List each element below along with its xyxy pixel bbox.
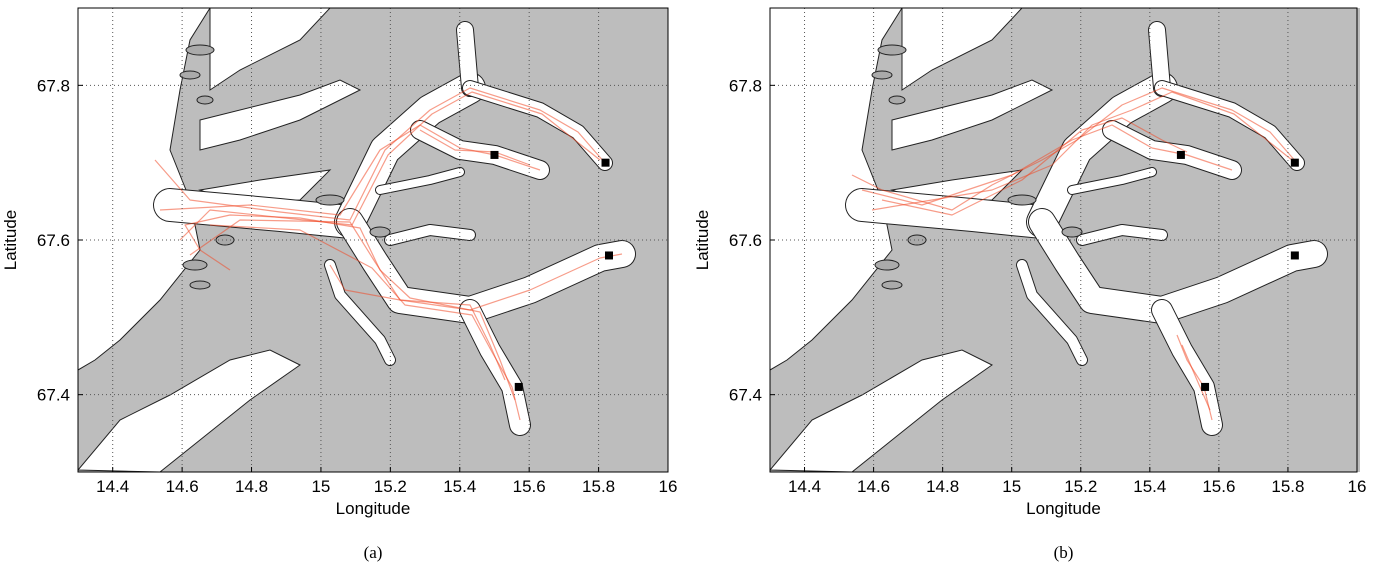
caption: (a) <box>364 543 383 562</box>
tracks <box>154 87 623 421</box>
site-marker <box>601 158 610 167</box>
y-tick-label: 67.6 <box>729 231 762 250</box>
site-marker <box>490 150 499 159</box>
x-tick-label: 16 <box>1348 477 1367 496</box>
site-marker <box>1290 251 1299 260</box>
tracks <box>851 87 1298 421</box>
x-tick-label: 14.4 <box>788 477 821 496</box>
site-marker <box>1201 382 1210 391</box>
x-tick-label: 14.6 <box>857 477 890 496</box>
x-tick-label: 14.6 <box>166 477 199 496</box>
x-tick-label: 15.8 <box>582 477 615 496</box>
x-tick-label: 14.8 <box>235 477 268 496</box>
y-tick-label: 67.4 <box>37 386 70 405</box>
x-tick-label: 15.8 <box>1271 477 1304 496</box>
site-marker <box>1290 158 1299 167</box>
site-marker <box>1176 150 1185 159</box>
x-tick-label: 15 <box>1002 477 1021 496</box>
x-axis-label: Longitude <box>1026 499 1101 518</box>
caption: (b) <box>1054 543 1074 562</box>
x-tick-label: 15.4 <box>1133 477 1166 496</box>
y-axis-label: Latitude <box>1 210 20 271</box>
x-axis-label: Longitude <box>336 499 411 518</box>
y-tick-label: 67.8 <box>37 76 70 95</box>
y-axis-label: Latitude <box>693 210 712 271</box>
x-tick-label: 16 <box>659 477 678 496</box>
site-marker <box>605 251 613 260</box>
y-tick-label: 67.6 <box>37 231 70 250</box>
x-tick-label: 14.8 <box>926 477 959 496</box>
x-tick-label: 15 <box>311 477 330 496</box>
x-tick-label: 15.6 <box>513 477 546 496</box>
y-tick-label: 67.8 <box>729 76 762 95</box>
x-tick-label: 14.4 <box>96 477 129 496</box>
site-marker <box>514 382 523 391</box>
plot-frame <box>769 7 1358 473</box>
x-tick-label: 15.4 <box>443 477 476 496</box>
x-tick-label: 15.6 <box>1202 477 1235 496</box>
x-tick-label: 15.2 <box>1064 477 1097 496</box>
x-tick-label: 15.2 <box>374 477 407 496</box>
plot-frame <box>77 7 669 473</box>
y-tick-label: 67.4 <box>729 386 762 405</box>
